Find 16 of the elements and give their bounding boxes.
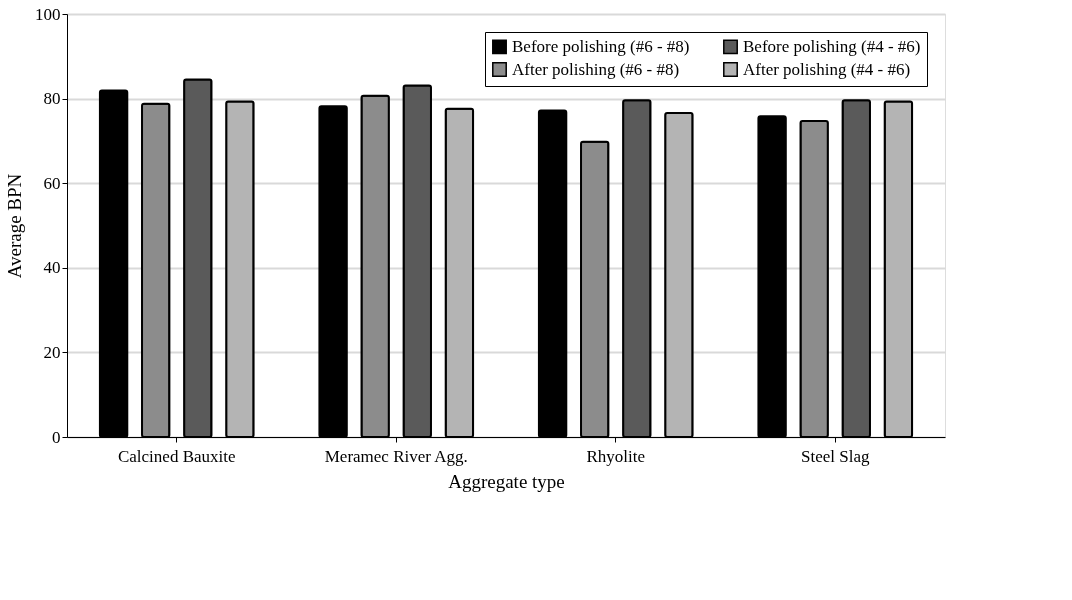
- x-tick-label: Rhyolite: [586, 446, 646, 466]
- legend-label: Before polishing (#4 - #6): [743, 36, 921, 56]
- y-axis-title: Average BPN: [4, 173, 25, 279]
- x-tick-label: Calcined Bauxite: [117, 446, 236, 466]
- x-tick-label: Meramec River Agg.: [324, 446, 468, 466]
- y-tick-label: 100: [35, 4, 61, 24]
- legend-label: After polishing (#6 - #8): [512, 59, 680, 79]
- y-tick-label: 20: [43, 342, 61, 362]
- y-tick-label: 0: [52, 427, 61, 447]
- x-axis-title: Aggregate type: [448, 470, 565, 492]
- legend-label: After polishing (#4 - #6): [743, 59, 911, 79]
- y-tick-label: 40: [43, 258, 61, 278]
- legend-label: Before polishing (#6 - #8): [512, 36, 690, 56]
- y-tick-label: 60: [43, 173, 61, 193]
- x-tick-label: Steel Slag: [801, 446, 870, 466]
- y-tick-label: 80: [43, 89, 61, 109]
